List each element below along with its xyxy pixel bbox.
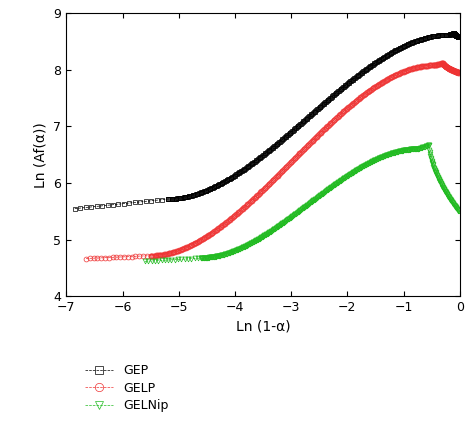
GELP: [442, 63, 448, 68]
GELP: [364, 90, 370, 95]
GELNip: [433, 171, 439, 176]
GELNip: [430, 162, 436, 167]
GEP: [456, 34, 462, 40]
Y-axis label: Ln (Af(α)): Ln (Af(α)): [34, 122, 48, 187]
GELNip: [214, 254, 219, 259]
Line: GEP: GEP: [73, 31, 461, 211]
GEP: [235, 171, 241, 176]
Legend: GEP, GELP, GELNip: GEP, GELP, GELNip: [81, 359, 173, 417]
GELP: [168, 250, 174, 255]
GELNip: [426, 143, 432, 148]
GELNip: [364, 162, 369, 167]
GELP: [330, 119, 336, 124]
GEP: [452, 32, 458, 37]
GELP: [444, 65, 449, 70]
GEP: [380, 55, 385, 61]
GELNip: [252, 238, 258, 244]
GELNip: [337, 178, 343, 184]
GELP: [456, 70, 462, 75]
GELP: [83, 256, 89, 261]
GELP: [440, 60, 446, 65]
GEP: [451, 30, 457, 35]
Line: GELNip: GELNip: [143, 143, 461, 264]
GEP: [185, 194, 191, 199]
Line: GELP: GELP: [83, 61, 461, 261]
X-axis label: Ln (1-α): Ln (1-α): [236, 320, 291, 334]
GELNip: [142, 259, 148, 264]
GELP: [219, 224, 224, 229]
GEP: [72, 206, 78, 211]
GEP: [452, 31, 457, 37]
GELNip: [456, 209, 462, 214]
GEP: [346, 80, 351, 85]
